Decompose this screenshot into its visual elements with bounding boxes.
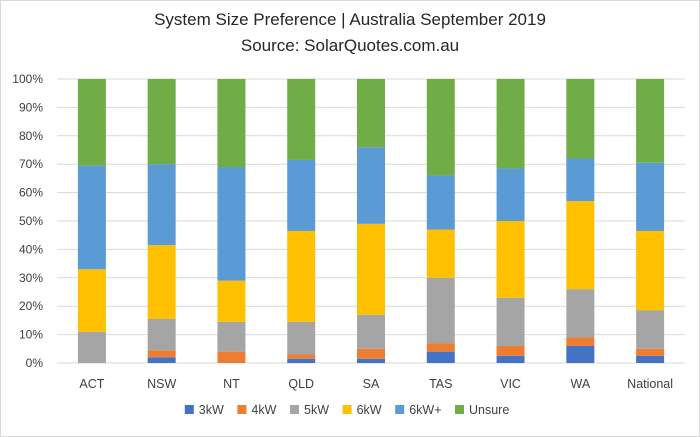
y-tick-label: 10% — [19, 328, 43, 342]
bar-6kw-sa — [357, 147, 385, 224]
legend-swatch — [184, 405, 194, 414]
bar-6kw-sa — [357, 223, 385, 315]
bar-6kw-act — [77, 165, 106, 270]
legend-swatch — [290, 405, 299, 414]
y-tick-label: 20% — [19, 299, 43, 313]
x-tick-label: TAS — [429, 377, 452, 391]
legend-label: 6kW+ — [409, 403, 441, 417]
y-tick-label: 70% — [19, 157, 43, 171]
bar-4kw-wa — [566, 337, 595, 346]
y-tick-label: 50% — [19, 214, 43, 228]
bar-6kw-vic — [496, 168, 525, 221]
bar-5kw-qld — [287, 321, 316, 355]
bar-6kw-vic — [496, 221, 525, 298]
legend-swatch — [342, 405, 352, 414]
legend-label: Unsure — [469, 403, 509, 417]
bar-5kw-tas — [426, 277, 455, 344]
bar-3kw-national — [636, 355, 665, 363]
legend-swatch — [237, 405, 247, 414]
legend-label: 6kW — [357, 403, 382, 417]
x-tick-label: WA — [570, 377, 590, 391]
bar-6kw-qld — [287, 230, 316, 322]
chart-title: System Size Preference | Australia Septe… — [154, 10, 546, 29]
bar-4kw-national — [636, 348, 665, 356]
bar-3kw-nsw — [147, 357, 176, 363]
y-tick-label: 100% — [12, 72, 43, 86]
bar-4kw-qld — [287, 354, 316, 359]
bar-4kw-vic — [496, 345, 525, 356]
bar-6kw-act — [77, 269, 106, 332]
bar-6kw-national — [636, 162, 665, 231]
bar-unsure-vic — [496, 79, 525, 169]
bar-3kw-tas — [426, 351, 455, 363]
y-tick-label: 90% — [19, 100, 43, 114]
bar-6kw-nsw — [147, 245, 176, 319]
bar-3kw-qld — [287, 358, 316, 363]
bar-6kw-wa — [566, 201, 595, 290]
bar-5kw-wa — [566, 289, 595, 338]
bar-3kw-sa — [357, 358, 385, 363]
y-tick-label: 80% — [19, 129, 43, 143]
bar-4kw-nt — [217, 351, 246, 363]
bar-unsure-nsw — [147, 79, 176, 165]
bar-6kw-national — [636, 230, 665, 311]
x-tick-label: SA — [363, 377, 380, 391]
bar-unsure-national — [636, 79, 665, 163]
bar-6kw-tas — [426, 175, 455, 230]
bar-5kw-vic — [496, 297, 525, 346]
legend-label: 3kW — [199, 403, 224, 417]
x-tick-label: QLD — [288, 377, 314, 391]
bar-unsure-sa — [357, 79, 385, 148]
bar-5kw-sa — [357, 314, 385, 349]
bar-6kw-qld — [287, 159, 316, 231]
chart-subtitle: Source: SolarQuotes.com.au — [240, 36, 460, 55]
y-tick-label: 0% — [26, 356, 44, 370]
x-tick-label: VIC — [500, 377, 521, 391]
bar-unsure-tas — [426, 79, 455, 176]
bar-5kw-act — [77, 331, 106, 363]
legend-label: 4kW — [251, 403, 276, 417]
bar-3kw-vic — [496, 355, 525, 363]
bar-6kw-nt — [217, 167, 246, 281]
bar-4kw-nsw — [147, 350, 176, 358]
bar-6kw-wa — [566, 158, 595, 202]
bar-4kw-tas — [426, 343, 455, 352]
x-tick-label: National — [627, 377, 673, 391]
x-tick-label: NSW — [147, 377, 176, 391]
bar-5kw-nt — [217, 321, 246, 352]
bar-3kw-wa — [566, 345, 595, 363]
y-tick-label: 30% — [19, 271, 43, 285]
bar-unsure-qld — [287, 79, 316, 160]
bar-unsure-wa — [566, 79, 595, 159]
bar-6kw-nt — [217, 280, 246, 322]
legend-swatch — [395, 405, 405, 414]
bar-6kw-tas — [426, 229, 455, 278]
legend-label: 5kW — [304, 403, 329, 417]
bar-5kw-national — [636, 310, 665, 349]
legend-swatch — [455, 405, 464, 414]
bar-5kw-nsw — [147, 318, 176, 351]
bar-6kw-nsw — [147, 164, 176, 246]
x-tick-label: ACT — [79, 377, 104, 391]
y-tick-label: 60% — [19, 186, 43, 200]
bar-unsure-act — [77, 79, 106, 166]
bar-unsure-nt — [217, 79, 246, 168]
x-tick-label: NT — [223, 377, 240, 391]
y-tick-label: 40% — [19, 242, 43, 256]
bar-4kw-sa — [357, 348, 385, 359]
